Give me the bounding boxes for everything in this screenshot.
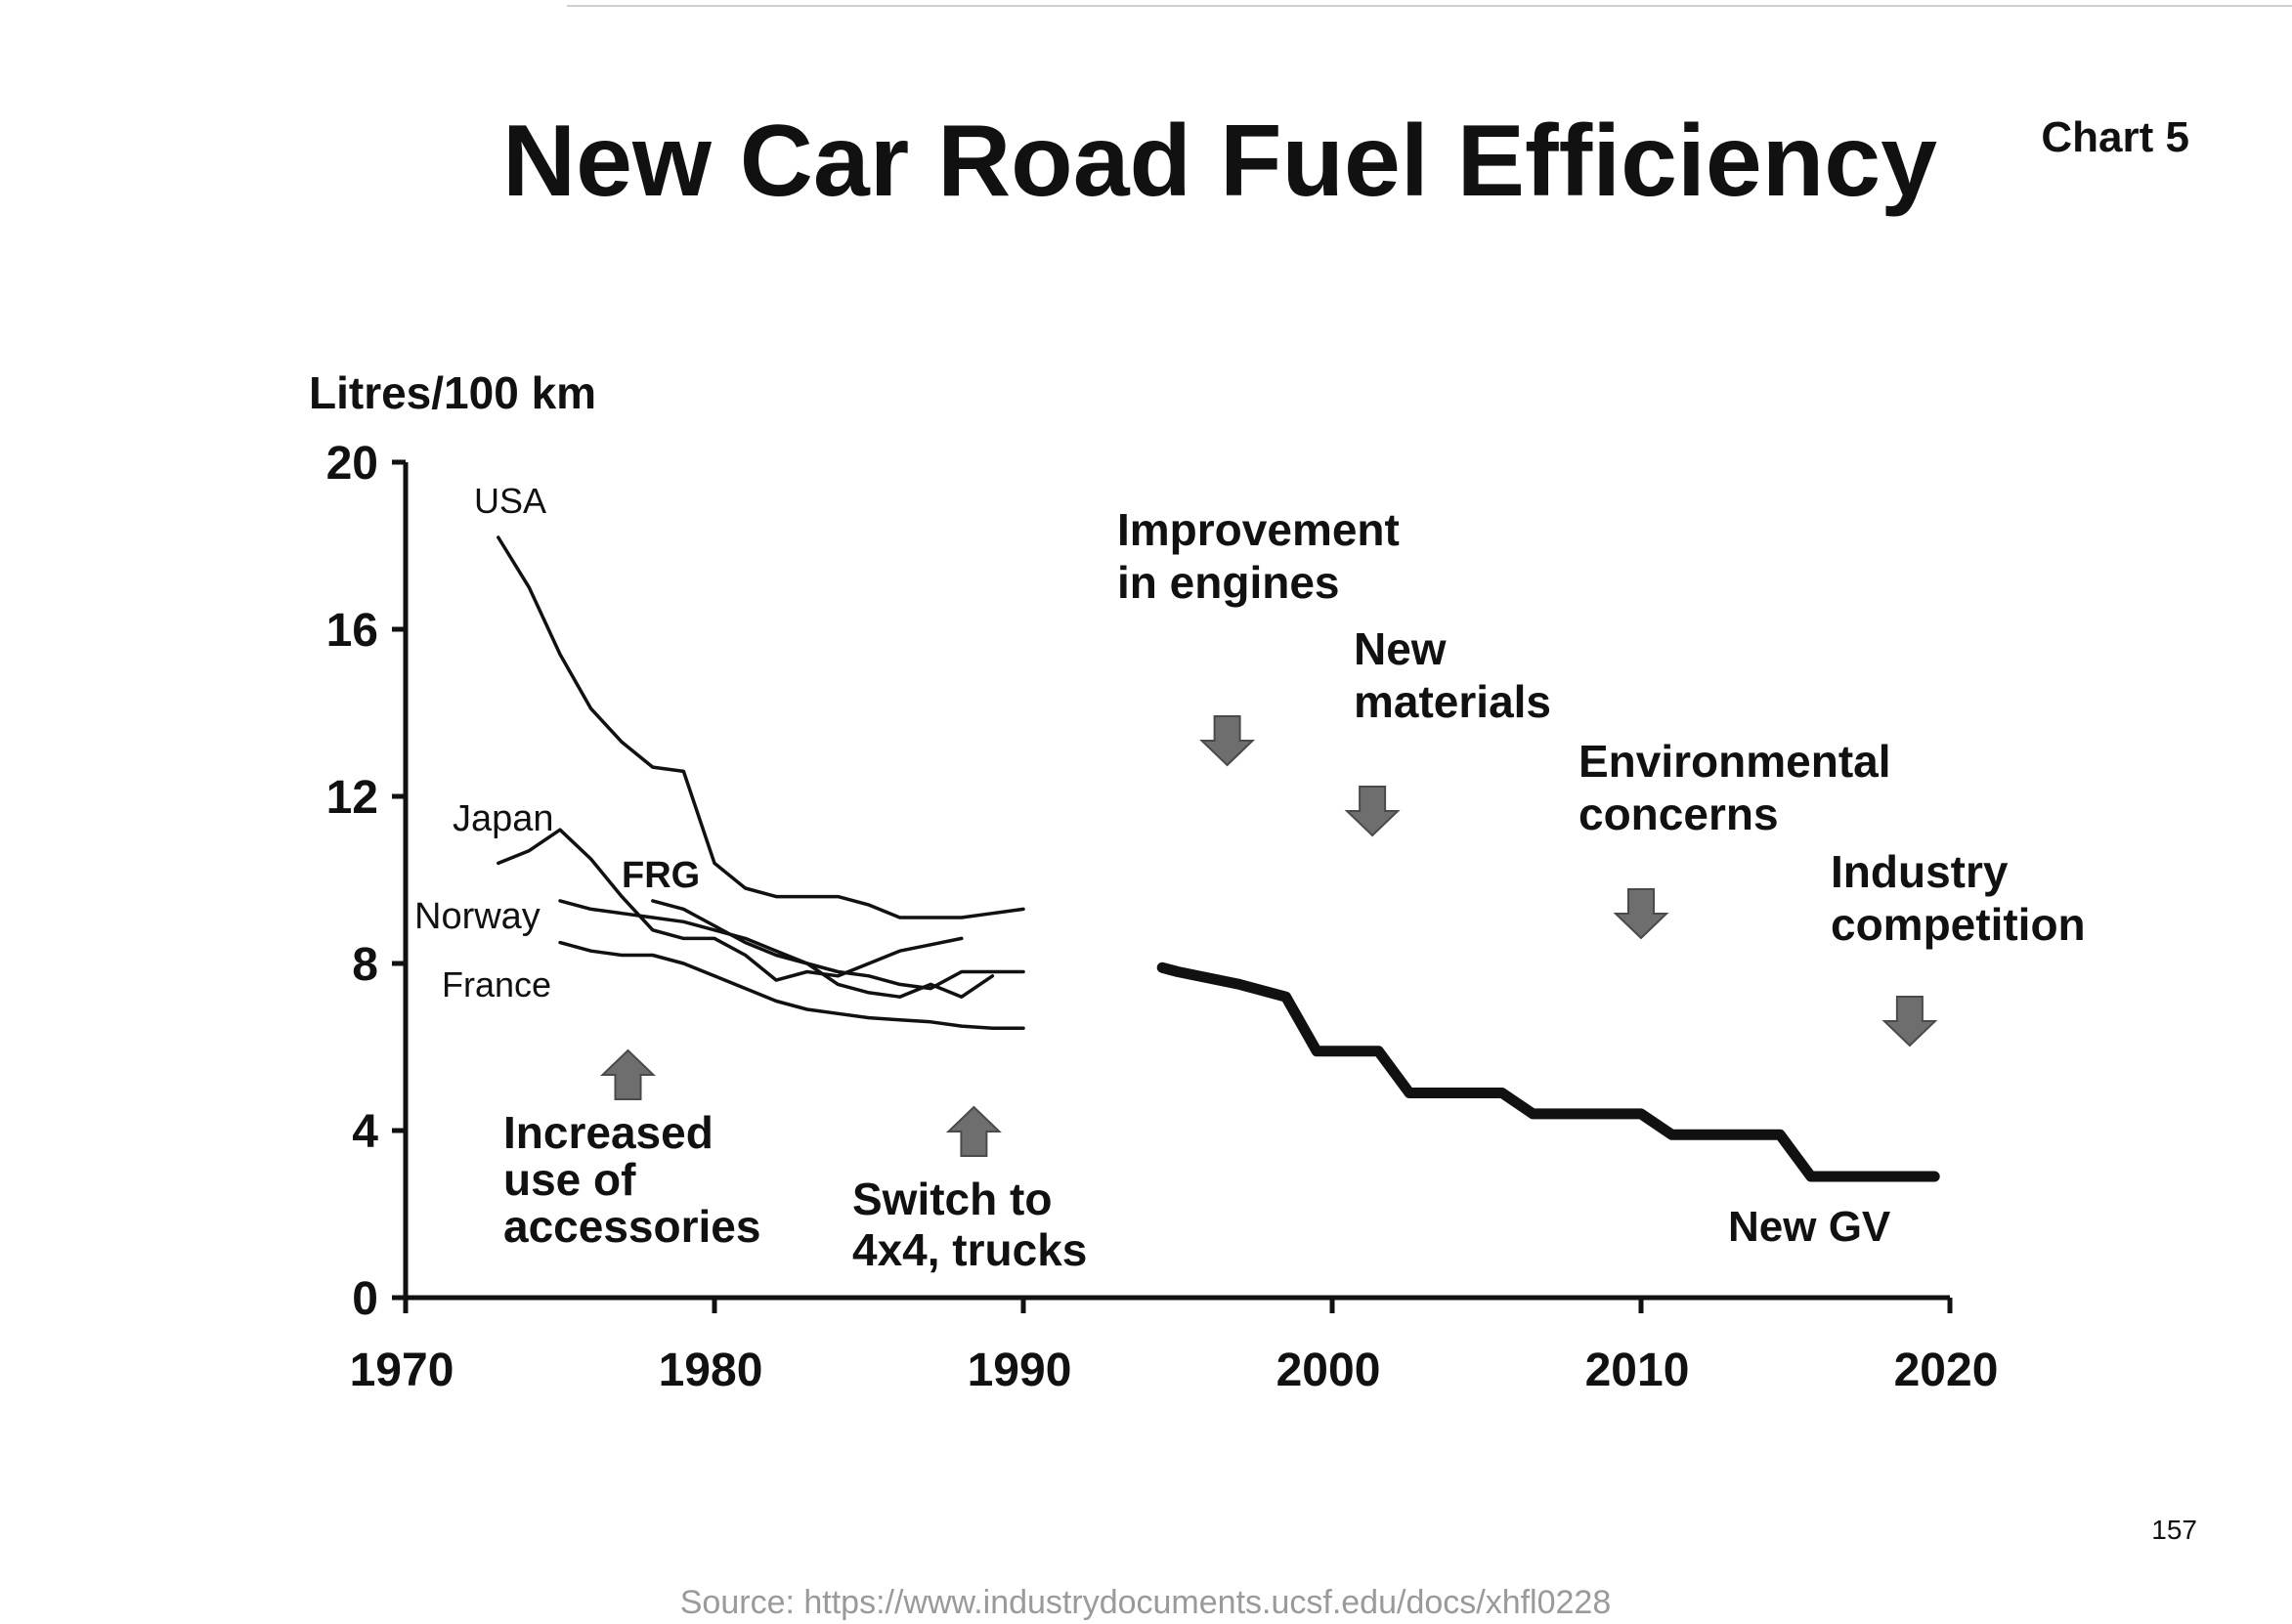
y-axis-label: Litres/100 km — [309, 367, 596, 418]
annotation-engines: Improvement in engines — [1117, 504, 1412, 608]
x-tick-label: 1970 — [350, 1345, 454, 1396]
annotation-accessories: Increased use of accessories — [503, 1107, 760, 1252]
annotation-competition: Industry competition — [1831, 846, 2086, 950]
x-tick-label: 2010 — [1585, 1345, 1690, 1396]
x-tick-label: 1990 — [968, 1345, 1072, 1396]
arrow-layer — [600, 715, 1938, 1157]
page-number: 157 — [2151, 1515, 2197, 1545]
arrow-down-materials — [1344, 786, 1401, 837]
annotation-environment: Environmental concerns — [1578, 736, 1903, 839]
x-tick-label: 2020 — [1894, 1345, 1999, 1396]
annotation-environment-line-1: Environmental — [1578, 736, 1891, 787]
series-label-new-gv: New GV — [1728, 1203, 1891, 1251]
y-tick-label: 4 — [352, 1106, 378, 1158]
annotation-materials-line-2: materials — [1354, 676, 1551, 727]
annotation-trucks: Switch to 4x4, trucks — [852, 1174, 1087, 1275]
annotation-accessories-line-1: Increased — [503, 1107, 714, 1158]
y-tick-label: 0 — [352, 1273, 378, 1325]
annotation-accessories-line-3: accessories — [503, 1201, 760, 1252]
x-tick-label: 2000 — [1276, 1345, 1381, 1396]
series-line-norway — [558, 899, 1025, 991]
series-label-norway: Norway — [414, 896, 541, 937]
annotation-layer: Increased use of accessories Switch to 4… — [503, 504, 2086, 1275]
arrow-down-engines — [1199, 715, 1256, 767]
axes: 0 4 8 12 16 20 1970 1980 1990 2000 2010 2020 — [326, 438, 1999, 1396]
annotation-competition-line-1: Industry — [1831, 846, 2009, 897]
y-tick-label: 20 — [326, 438, 378, 490]
chart-title: New Car Road Fuel Efficiency — [502, 105, 1937, 218]
annotation-environment-line-2: concerns — [1578, 789, 1779, 839]
y-tick-label: 16 — [326, 605, 378, 657]
arrow-up-trucks — [945, 1105, 1002, 1157]
annotation-accessories-line-2: use of — [503, 1154, 636, 1205]
x-tick-label: 1980 — [659, 1345, 763, 1396]
annotation-materials: New materials — [1354, 623, 1551, 727]
source-footer: Source: https://www.industrydocuments.uc… — [680, 1584, 1612, 1621]
arrow-down-competition — [1881, 996, 1938, 1047]
arrow-up-accessories — [600, 1048, 656, 1100]
series-line-usa — [497, 535, 1025, 919]
y-tick-label: 12 — [326, 772, 378, 824]
arrow-down-environment — [1613, 888, 1669, 940]
annotation-engines-line-2: in engines — [1117, 557, 1339, 608]
annotation-trucks-line-1: Switch to — [852, 1174, 1052, 1224]
series-label-japan: Japan — [453, 798, 554, 839]
series-line-new-gv — [1156, 962, 1940, 1182]
series-layer — [497, 535, 1940, 1182]
series-label-usa: USA — [474, 481, 546, 521]
series-label-frg: FRG — [622, 855, 700, 896]
annotation-trucks-line-2: 4x4, trucks — [852, 1224, 1087, 1275]
y-tick-label: 8 — [352, 939, 378, 991]
series-label-france: France — [442, 964, 551, 1004]
chart-number: Chart 5 — [2041, 113, 2189, 161]
series-line-france — [558, 940, 1025, 1031]
annotation-engines-line-1: Improvement — [1117, 504, 1400, 555]
annotation-competition-line-2: competition — [1831, 899, 2086, 950]
series-line-japan — [497, 828, 964, 982]
annotation-materials-line-1: New — [1354, 623, 1447, 674]
